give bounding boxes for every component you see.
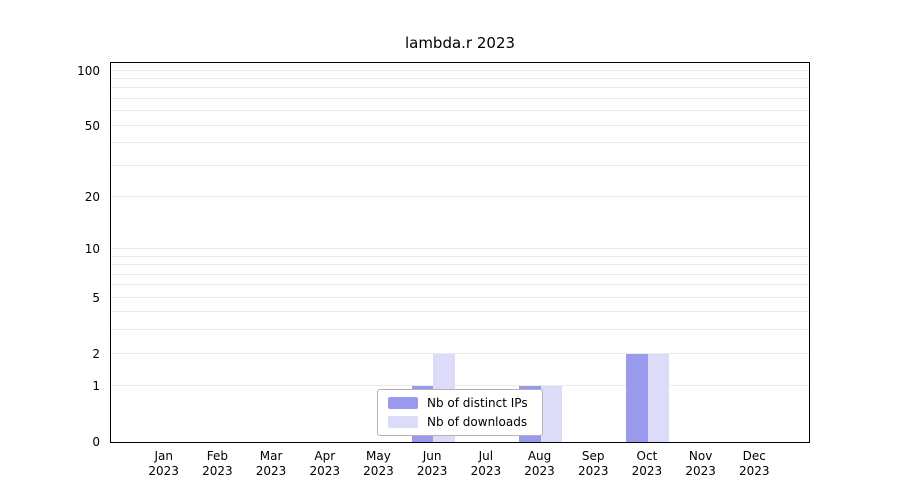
legend-entry: Nb of distinct IPs <box>388 396 528 410</box>
gridline <box>111 142 809 144</box>
x-tick-line: Feb <box>206 449 228 463</box>
x-tick-line: 2023 <box>577 464 609 478</box>
legend-swatch-icon <box>388 416 418 428</box>
gridline <box>111 352 809 354</box>
x-tick-label: Feb 2023 <box>185 449 249 479</box>
gridline <box>111 69 809 71</box>
plot-area: Nb of distinct IPs Nb of downloads <box>110 62 810 443</box>
x-tick-line: Nov <box>688 449 713 463</box>
x-tick-label: Jun 2023 <box>400 449 464 479</box>
y-tick-label: 0 <box>92 435 100 449</box>
gridline <box>111 385 809 387</box>
gridline <box>111 284 809 286</box>
gridline <box>111 264 809 266</box>
x-tick-line: 2023 <box>202 464 233 478</box>
y-tick-label: 50 <box>84 118 100 133</box>
x-tick-line: May <box>366 449 391 463</box>
x-tick-line: 2023 <box>470 464 502 478</box>
x-tick-line: 2023 <box>631 464 663 478</box>
x-tick-label: Aug 2023 <box>508 449 572 479</box>
x-tick-label: May 2023 <box>346 449 410 479</box>
x-tick-line: 2023 <box>363 464 394 478</box>
legend: Nb of distinct IPs Nb of downloads <box>377 389 543 436</box>
x-tick-line: 2023 <box>309 464 341 478</box>
x-tick-line: Sep <box>581 449 605 463</box>
gridline <box>111 87 809 89</box>
x-tick-label: Sep 2023 <box>561 449 625 479</box>
gridline <box>111 329 809 331</box>
gridline <box>111 248 809 250</box>
x-tick-line: Jan <box>154 449 173 463</box>
x-tick-line: Aug <box>527 449 552 463</box>
x-tick-label: Nov 2023 <box>669 449 733 479</box>
gridline <box>111 273 809 275</box>
bar-downloads <box>540 386 562 442</box>
x-tick-label: Jan 2023 <box>132 449 196 479</box>
gridline <box>111 311 809 313</box>
x-tick-label: Apr 2023 <box>293 449 357 479</box>
x-tick-label: Oct 2023 <box>615 449 679 479</box>
x-tick-line: Jun <box>422 449 442 463</box>
legend-swatch-icon <box>388 397 418 409</box>
y-tick-label: 100 <box>77 63 100 78</box>
x-tick-line: 2023 <box>255 464 287 478</box>
legend-label: Nb of distinct IPs <box>427 396 528 410</box>
y-tick-label: 10 <box>84 242 100 257</box>
gridline <box>111 97 809 99</box>
x-tick-label: Mar 2023 <box>239 449 303 479</box>
x-tick-label: Jul 2023 <box>454 449 518 479</box>
y-tick-label: 20 <box>84 189 100 204</box>
x-tick-line: 2023 <box>148 464 179 478</box>
gridline <box>111 255 809 257</box>
bar-downloads <box>647 353 670 442</box>
gridline <box>111 124 809 126</box>
gridline <box>111 164 809 166</box>
legend-entry: Nb of downloads <box>388 415 528 429</box>
bar-distinct-ips <box>626 353 648 442</box>
y-tick-label: 1 <box>92 379 100 394</box>
x-tick-line: Mar <box>259 449 283 463</box>
x-tick-line: Apr <box>314 449 336 463</box>
x-tick-line: 2023 <box>739 464 770 478</box>
legend-label: Nb of downloads <box>427 415 528 429</box>
y-tick-label: 2 <box>92 346 100 361</box>
x-tick-line: Dec <box>742 449 766 463</box>
y-tick-label: 5 <box>92 290 100 305</box>
gridline <box>111 78 809 79</box>
x-tick-line: Jul <box>478 449 494 463</box>
chart-title: lambda.r 2023 <box>404 34 516 52</box>
x-tick-line: 2023 <box>416 464 448 478</box>
x-tick-line: 2023 <box>524 464 555 478</box>
gridline <box>111 196 809 197</box>
gridline <box>111 296 809 298</box>
x-tick-line: Oct <box>636 449 658 463</box>
x-tick-label: Dec 2023 <box>722 449 786 479</box>
gridline <box>111 110 809 112</box>
x-tick-line: 2023 <box>685 464 716 478</box>
